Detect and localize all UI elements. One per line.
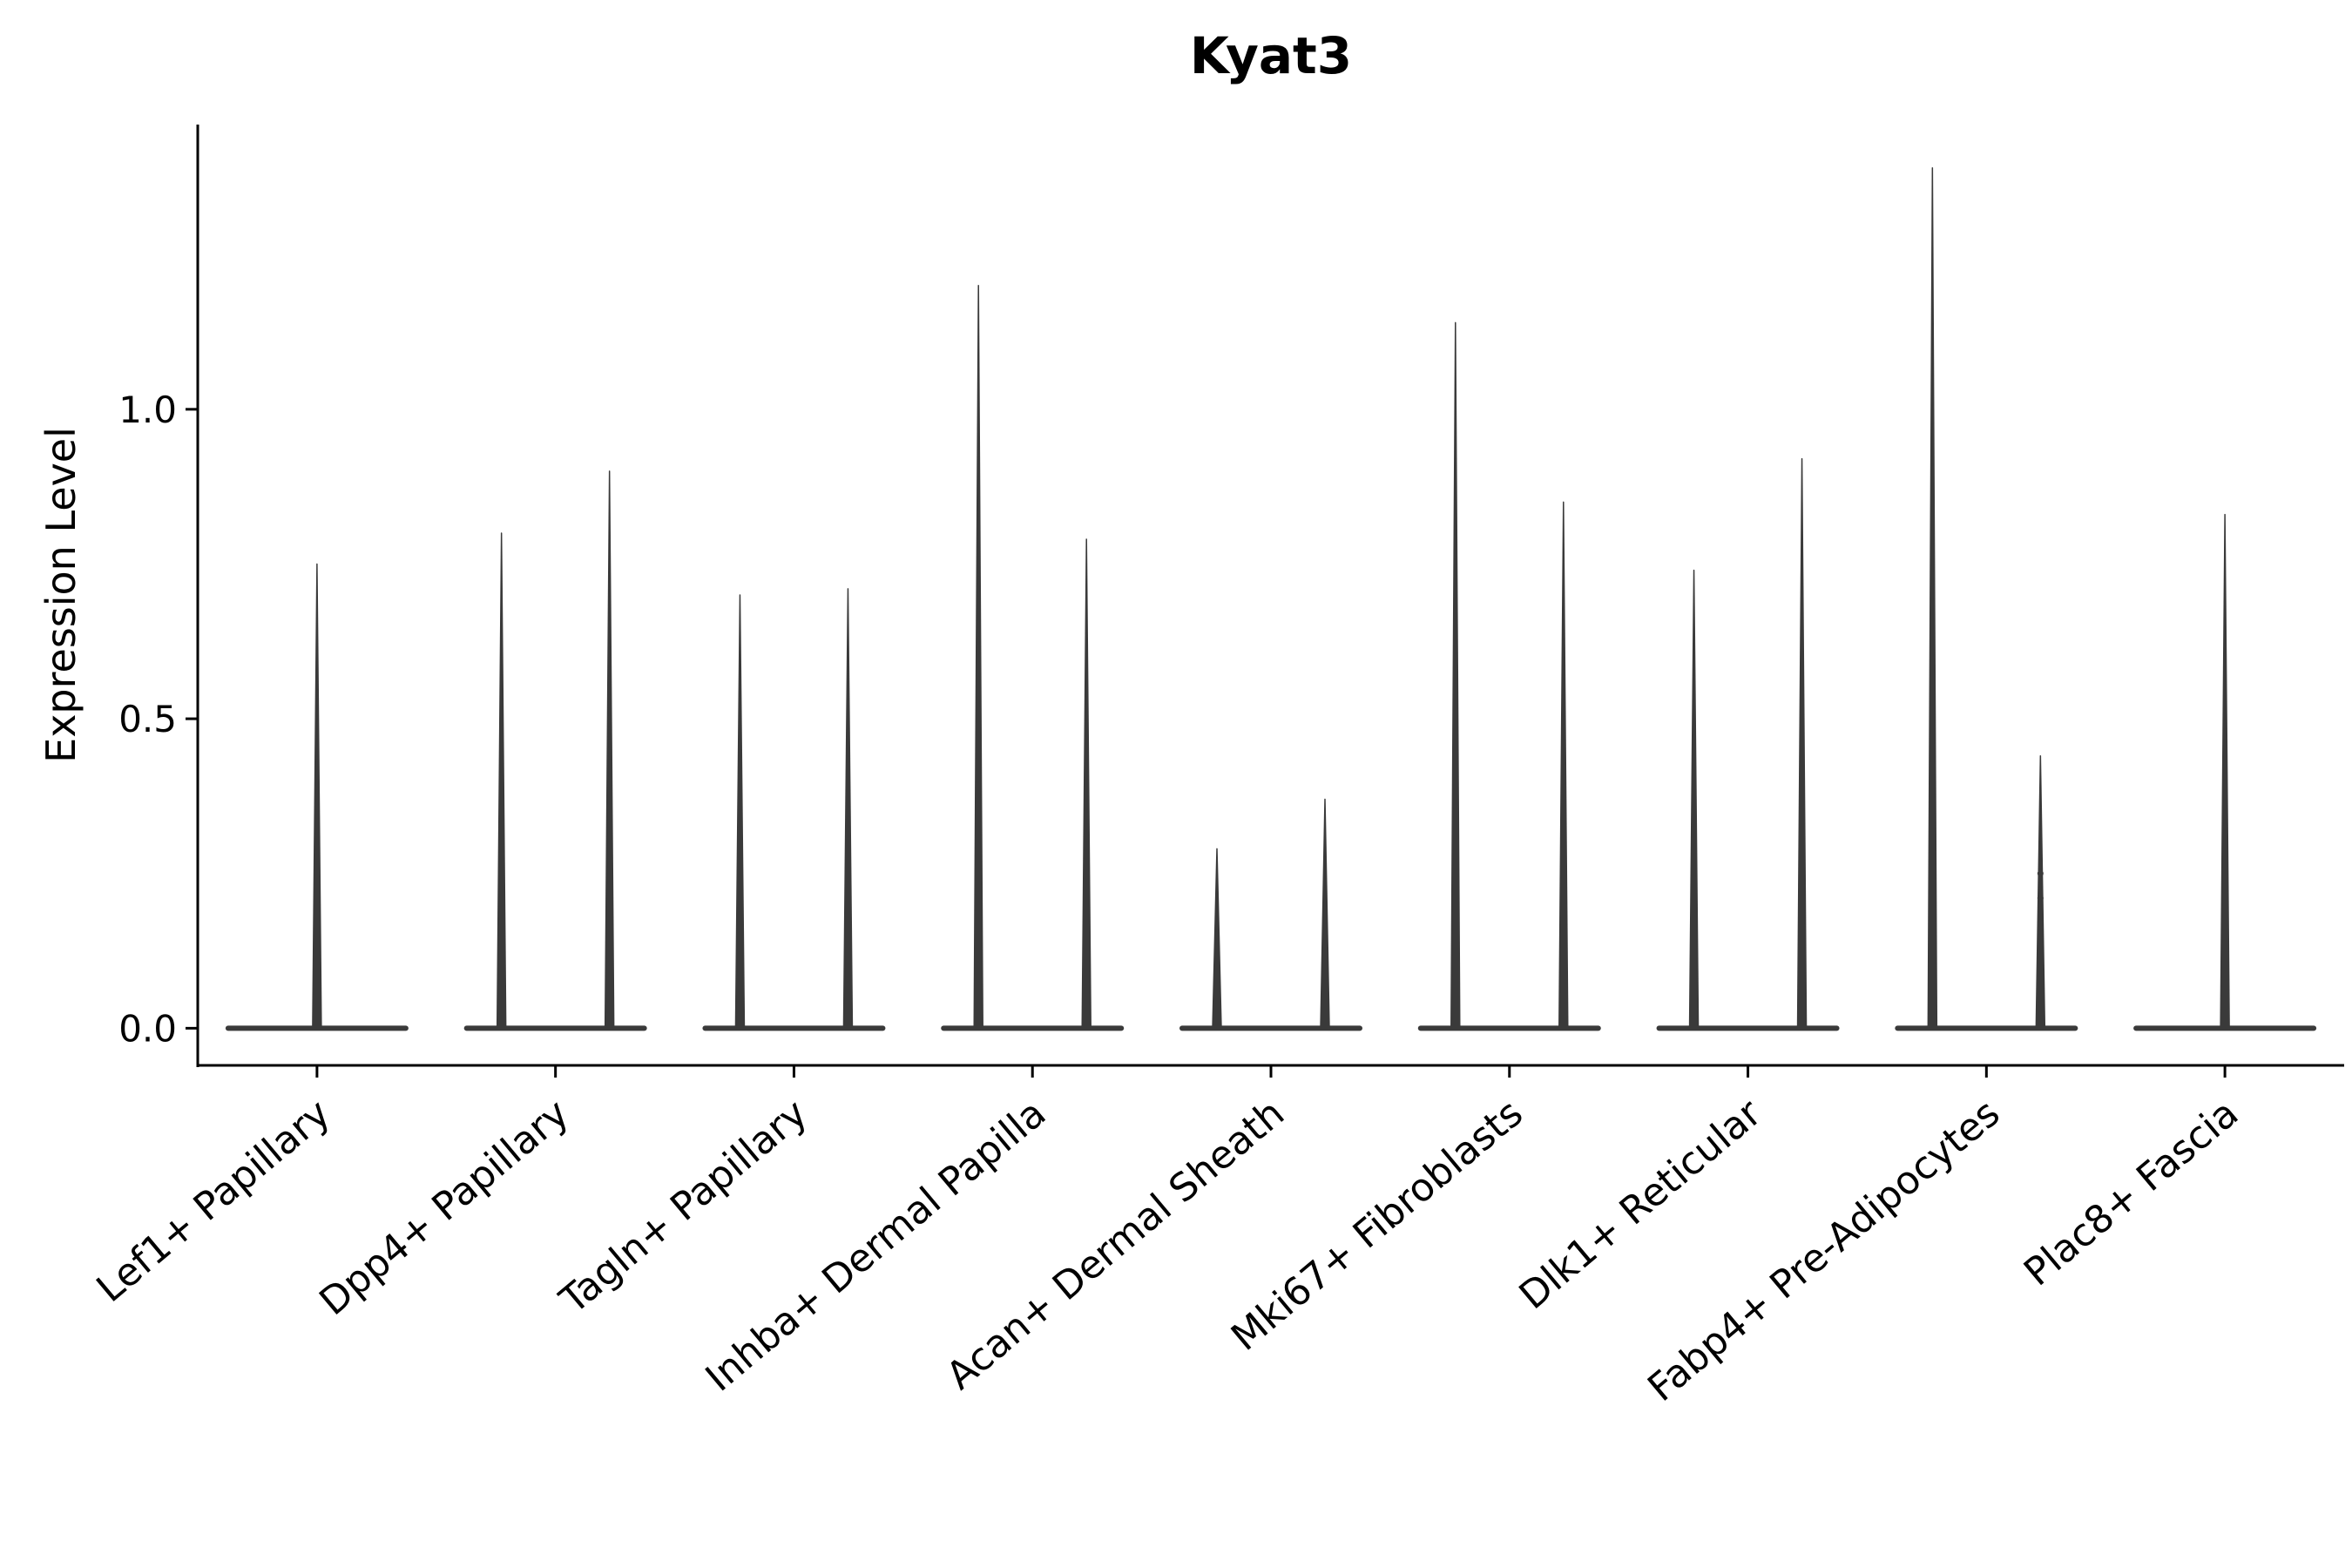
violin-spike [1212,848,1222,1030]
violin [225,563,409,1031]
violin-spike [312,563,322,1030]
x-category-label: Plac8+ Fascia [2016,1091,2247,1294]
violin-spike [973,284,983,1030]
violin-spike [1320,798,1330,1030]
y-tick-label: 0.0 [118,1007,177,1050]
violin-spike [842,588,854,1030]
outlier-dot [2037,895,2044,902]
outlier-dot [2037,920,2044,927]
chart-title: Kyat3 [1189,26,1353,85]
violin [1179,798,1362,1031]
violin-spike [2035,754,2046,1030]
y-tick-label: 1.0 [118,389,177,431]
violin-spike [734,594,746,1030]
violin-spike [2220,513,2230,1030]
violin-spike [1796,457,1808,1030]
y-tick-label: 0.5 [118,698,177,740]
x-category-label: Dlk1+ Reticular [1511,1091,1771,1318]
violin-spike [496,532,507,1030]
violin-spike [1558,501,1569,1030]
outlier-dot [2037,870,2044,877]
violin [941,284,1125,1031]
violin [1656,457,1840,1031]
violin [1417,321,1601,1031]
violin-spike [1450,321,1461,1030]
violin [1895,166,2078,1031]
x-category-label: Dpp4+ Papillary [311,1091,577,1324]
violin-spike [1081,538,1092,1030]
violin [2133,513,2317,1031]
violin [702,588,886,1031]
x-category-label: Tagln+ Papillary [551,1091,816,1322]
violin [463,470,647,1031]
violin-spike [604,470,615,1030]
violin-spike [1927,166,1938,1030]
violin-spike [1688,569,1700,1030]
x-category-label: Lef1+ Papillary [89,1091,339,1311]
